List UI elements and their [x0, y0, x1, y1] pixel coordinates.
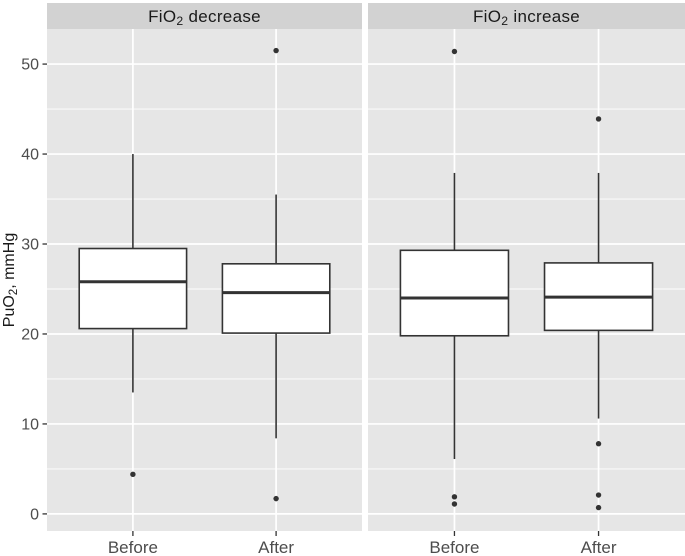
- y-tick-label: 40: [21, 147, 39, 164]
- boxplot-after: [221, 47, 331, 502]
- y-tick-label: 10: [21, 417, 39, 434]
- outlier-point: [595, 116, 602, 122]
- boxplot-after: [543, 116, 654, 511]
- outlier-point: [595, 504, 602, 511]
- outlier-point: [273, 495, 279, 502]
- boxplot-before: [78, 154, 188, 478]
- outlier-point: [595, 441, 602, 447]
- iqr-box: [399, 249, 510, 337]
- y-tick-label: 20: [21, 327, 39, 344]
- facet-strip-label: FiO2 decrease: [148, 7, 261, 28]
- outlier-point: [451, 48, 458, 55]
- outlier-point: [130, 471, 136, 478]
- facet-right: FiO2 increase Before After: [368, 3, 685, 556]
- x-category-label: Before: [429, 538, 479, 556]
- outlier-point: [451, 501, 458, 507]
- facet-left: FiO2 decrease Before After: [47, 3, 362, 556]
- outlier-point: [273, 47, 279, 54]
- y-axis-title: PuO2, mmHg: [1, 233, 20, 327]
- facet-strip-label: FiO2 increase: [473, 7, 580, 28]
- y-tick-label: 0: [30, 507, 39, 524]
- facet-strip: [368, 3, 685, 29]
- x-category-label: After: [258, 538, 294, 556]
- facet-strip: [47, 3, 362, 29]
- x-category-label: After: [581, 538, 617, 556]
- y-tick-label: 50: [21, 57, 39, 74]
- boxplot-before: [399, 48, 510, 507]
- outlier-point: [451, 494, 458, 500]
- x-category-label: Before: [108, 538, 158, 556]
- iqr-box: [78, 247, 188, 330]
- iqr-box: [221, 263, 331, 334]
- outlier-point: [595, 492, 602, 498]
- y-tick-label: 30: [21, 237, 39, 254]
